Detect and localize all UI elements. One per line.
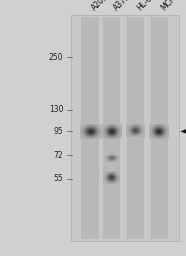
Bar [127, 17, 144, 239]
Text: HL-60: HL-60 [135, 0, 158, 13]
Text: MCF-7: MCF-7 [159, 0, 182, 13]
Polygon shape [180, 122, 186, 140]
Text: A375: A375 [112, 0, 132, 13]
Bar [71, 15, 179, 241]
Text: 72: 72 [54, 151, 63, 159]
Text: A2058: A2058 [90, 0, 114, 13]
Text: 95: 95 [54, 127, 63, 136]
Text: 250: 250 [49, 52, 63, 61]
Text: 130: 130 [49, 105, 63, 114]
Bar [81, 17, 99, 239]
Bar [103, 17, 120, 239]
Bar [150, 17, 168, 239]
Text: 55: 55 [54, 174, 63, 183]
